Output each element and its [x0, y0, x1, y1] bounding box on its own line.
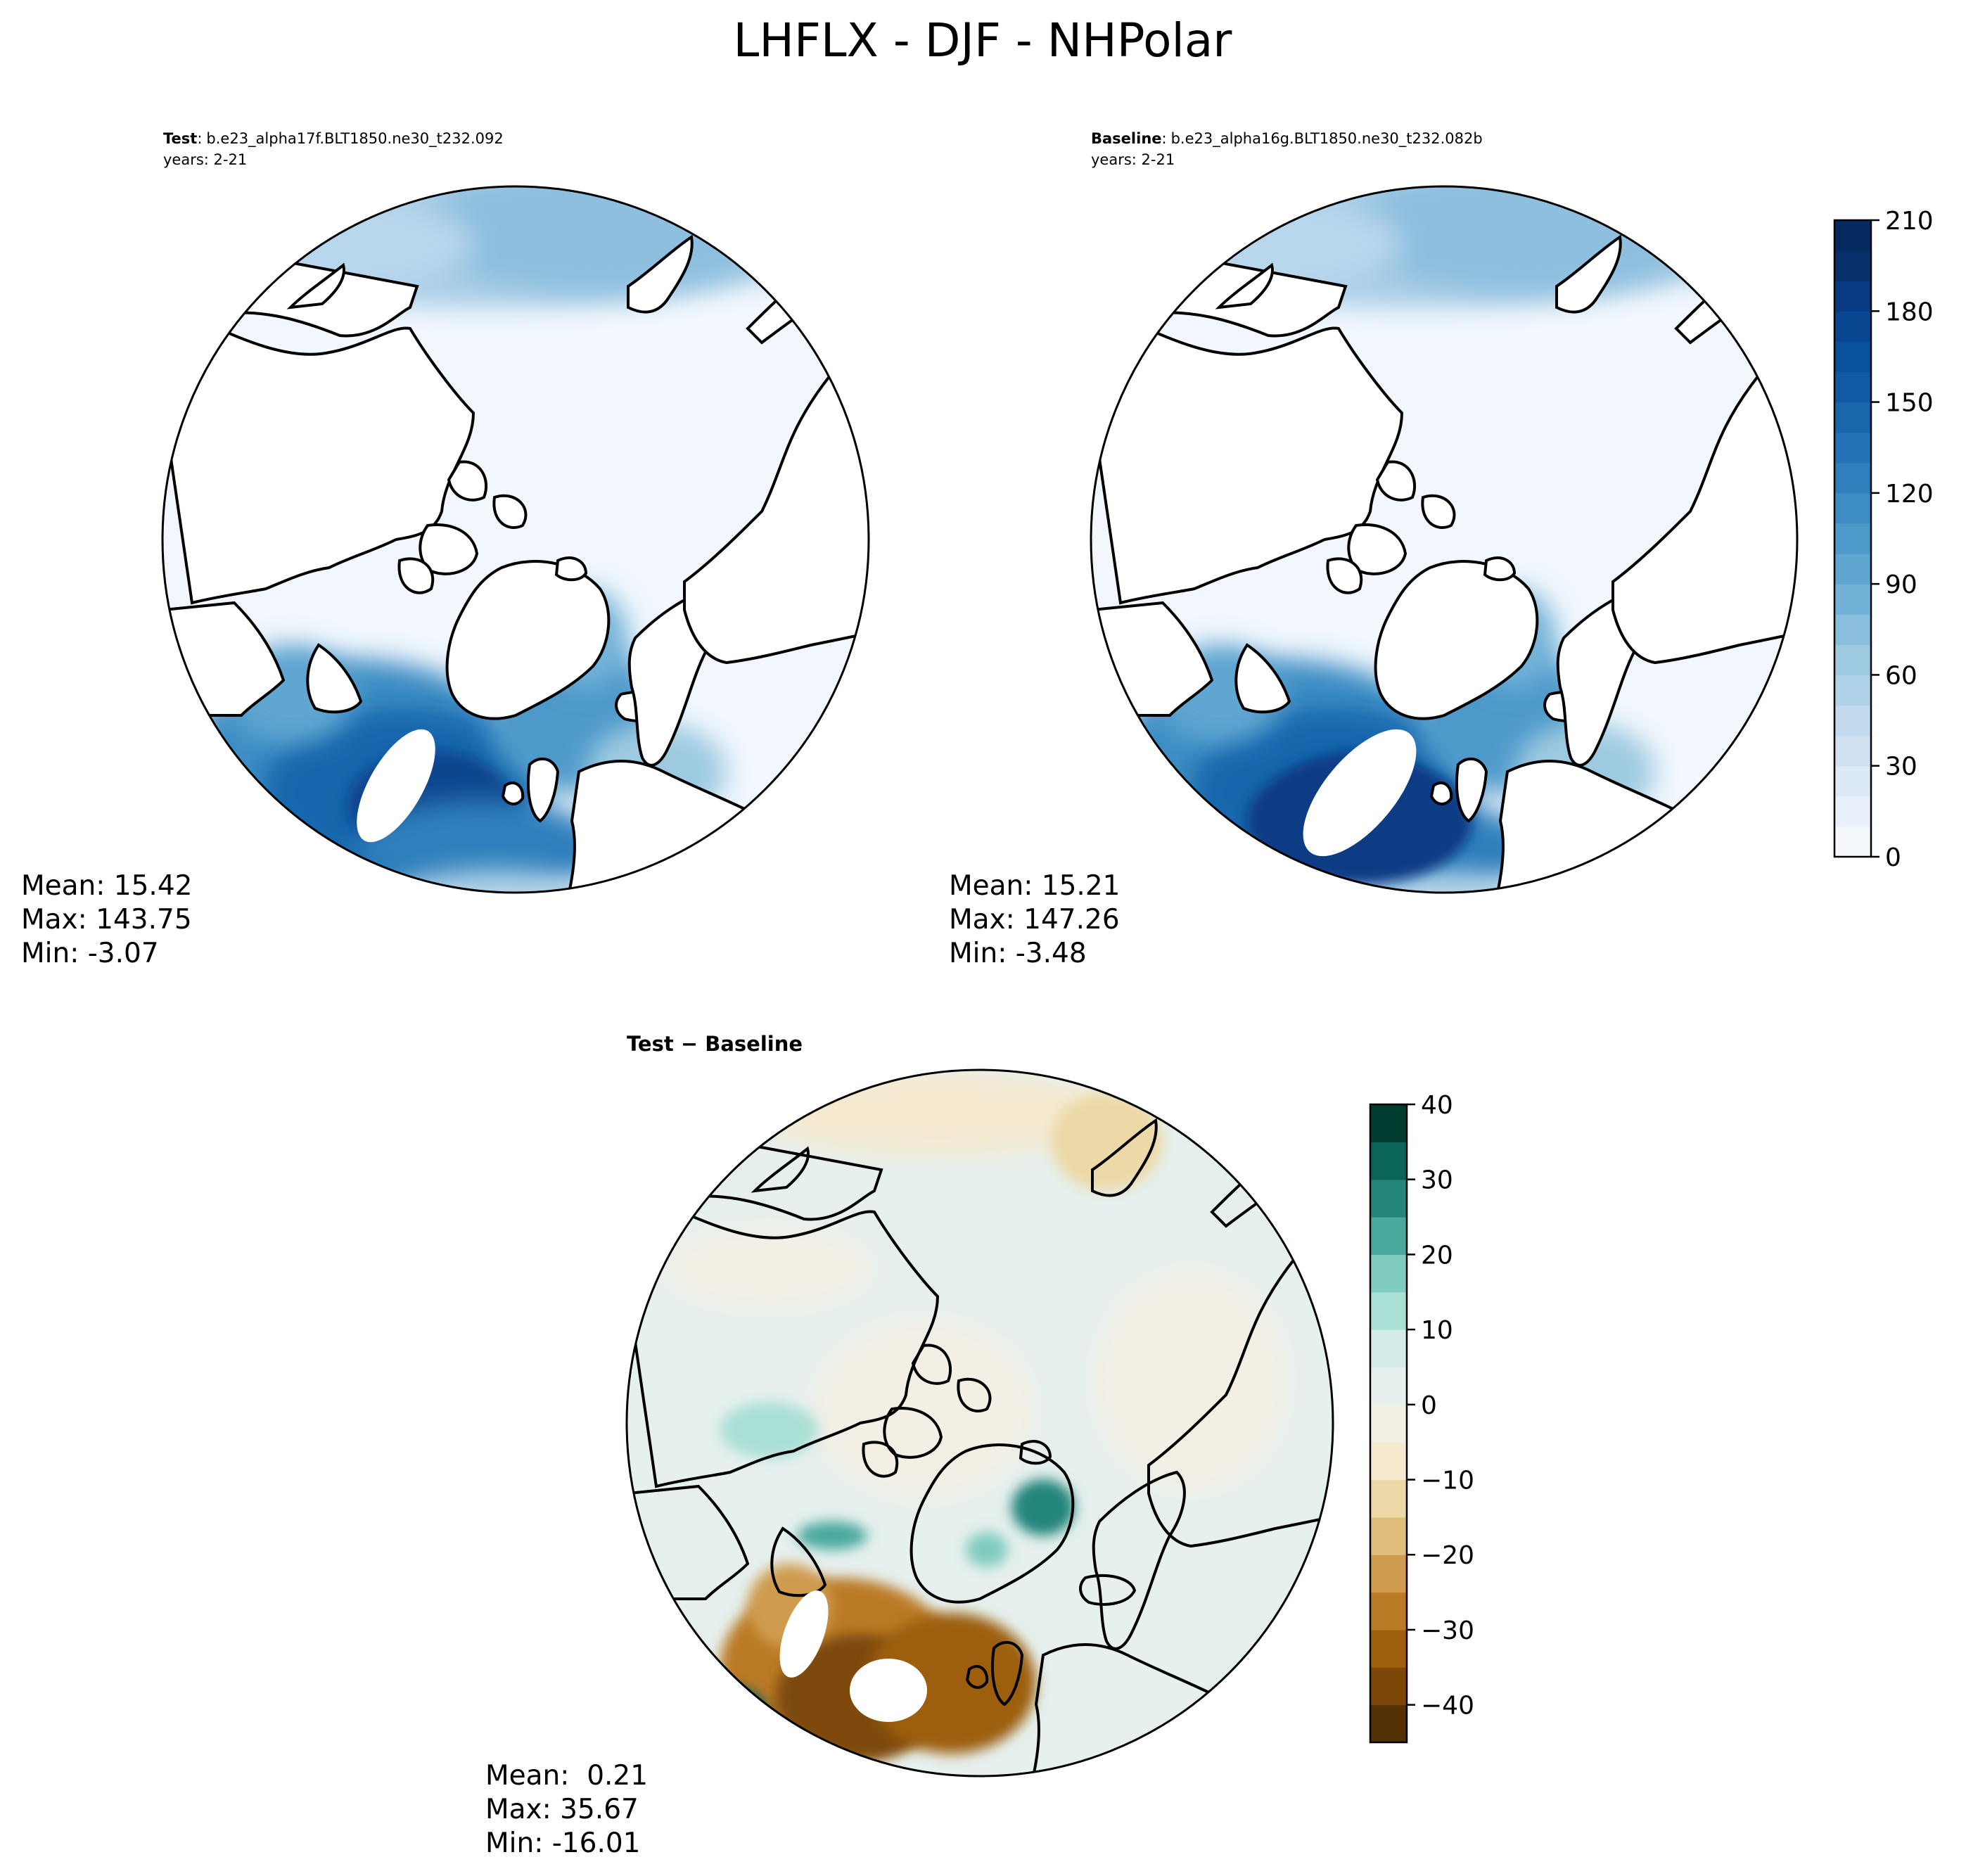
colorbar-level [1834, 311, 1871, 342]
colorbar-level [1834, 826, 1871, 857]
colorbar-tick-label: 60 [1885, 661, 1917, 690]
colorbar-level [1370, 1104, 1407, 1142]
colorbar-level [1834, 735, 1871, 767]
colorbar-level [1834, 402, 1871, 433]
colorbar-level [1834, 644, 1871, 676]
colorbar-tick-label: 20 [1421, 1241, 1453, 1270]
colorbar-level [1370, 1479, 1407, 1518]
panel-baseline-label: Baseline [1091, 130, 1162, 147]
panel-test-years: years: 2-21 [163, 151, 247, 168]
colorbar-level [1834, 341, 1871, 373]
map-test [161, 185, 870, 894]
colorbar-tick-label: 150 [1885, 389, 1934, 418]
panel-difference-mean: Mean: 0.21 [485, 1760, 648, 1792]
colorbar-level [1370, 1217, 1407, 1256]
panel-test-case: b.e23_alpha17f.BLT1850.ne30_t232.092 [206, 130, 503, 148]
panel-baseline-min: Min: -3.48 [949, 938, 1087, 969]
panel-baseline-mean: Mean: 15.21 [949, 870, 1120, 902]
colorbar-level [1370, 1254, 1407, 1293]
colorbar-level [1834, 371, 1871, 403]
colorbar-level [1834, 281, 1871, 312]
colorbar-level [1834, 432, 1871, 464]
colorbar-level [1370, 1142, 1407, 1180]
colorbar-level [1834, 705, 1871, 736]
panel-baseline-years: years: 2-21 [1091, 151, 1175, 168]
colorbar-level [1370, 1367, 1407, 1405]
colorbar-tick-label: 210 [1885, 207, 1934, 236]
panel-test-max: Max: 143.75 [21, 904, 192, 936]
colorbar-frame [1833, 219, 1872, 858]
colorbar-level [1834, 220, 1871, 251]
figure-title: LHFLX - DJF - NHPolar [734, 13, 1233, 68]
colorbar-tick-label: −10 [1421, 1467, 1474, 1495]
colorbar-level [1834, 523, 1871, 554]
map-baseline [1090, 185, 1799, 894]
panel-test-header: Test: b.e23_alpha17f.BLT1850.ne30_t232.09… [163, 130, 504, 148]
colorbar-tick-label: 180 [1885, 298, 1934, 326]
colorbar-tick-label: 0 [1421, 1391, 1437, 1420]
colorbar-level [1370, 1329, 1407, 1368]
colorbar-level [1370, 1179, 1407, 1218]
colorbar-tick-label: 30 [1885, 753, 1917, 781]
colorbar-frame [1369, 1103, 1408, 1744]
colorbar-level [1834, 250, 1871, 281]
colorbar-tick-label: 40 [1421, 1091, 1453, 1120]
panel-baseline-case: b.e23_alpha16g.BLT1850.ne30_t232.082b [1171, 130, 1483, 148]
colorbar-level [1370, 1555, 1407, 1593]
panel-test-min: Min: -3.07 [21, 938, 159, 969]
colorbar-level [1834, 675, 1871, 706]
colorbar-level [1834, 584, 1871, 615]
colorbar-blues: 0 30 60 90 120 150 180 210 [1833, 207, 1934, 872]
colorbar-level [1834, 462, 1871, 494]
panel-difference-title: Test − Baseline [627, 1032, 803, 1056]
colorbar-level [1370, 1517, 1407, 1555]
colorbar-level [1370, 1592, 1407, 1631]
colorbar-level [1370, 1704, 1407, 1743]
panel-difference-min: Min: -16.01 [485, 1827, 640, 1859]
panel-baseline: Baseline: b.e23_alpha16g.BLT1850.ne30_t23… [949, 130, 1934, 969]
colorbar-level [1370, 1404, 1407, 1443]
colorbar-tick-label: −30 [1421, 1616, 1474, 1645]
panel-test: Test: b.e23_alpha17f.BLT1850.ne30_t232.09… [21, 130, 870, 969]
colorbar-tick-label: −40 [1421, 1692, 1474, 1721]
map-difference [625, 1068, 1334, 1778]
colorbar-level [1370, 1291, 1407, 1330]
colorbar-level [1834, 765, 1871, 797]
colorbar-tick-label: 30 [1421, 1166, 1453, 1195]
panel-baseline-header: Baseline: b.e23_alpha16g.BLT1850.ne30_t23… [1091, 130, 1483, 148]
panel-difference: Test − Baseline Mean: 0.21 Max: 35.67 Mi… [485, 1032, 1474, 1859]
colorbar-tick-label: 120 [1885, 480, 1934, 509]
colorbar-tick-label: 90 [1885, 570, 1917, 599]
colorbar-level [1834, 492, 1871, 524]
panel-test-mean: Mean: 15.42 [21, 870, 192, 902]
colorbar-level [1834, 614, 1871, 645]
colorbar-level [1834, 796, 1871, 827]
panel-test-label: Test [163, 130, 197, 147]
colorbar-level [1834, 554, 1871, 585]
colorbar-level [1370, 1629, 1407, 1668]
panel-baseline-max: Max: 147.26 [949, 904, 1120, 936]
colorbar-tick-label: −20 [1421, 1541, 1474, 1570]
colorbar-tick-label: 10 [1421, 1316, 1453, 1345]
colorbar-level [1370, 1667, 1407, 1706]
colorbar-level [1370, 1442, 1407, 1481]
colorbar-brbg: 40 30 20 10 0 −10 −20 −30 −40 [1369, 1091, 1474, 1744]
panel-difference-max: Max: 35.67 [485, 1794, 639, 1825]
colorbar-tick-label: 0 [1885, 843, 1901, 872]
